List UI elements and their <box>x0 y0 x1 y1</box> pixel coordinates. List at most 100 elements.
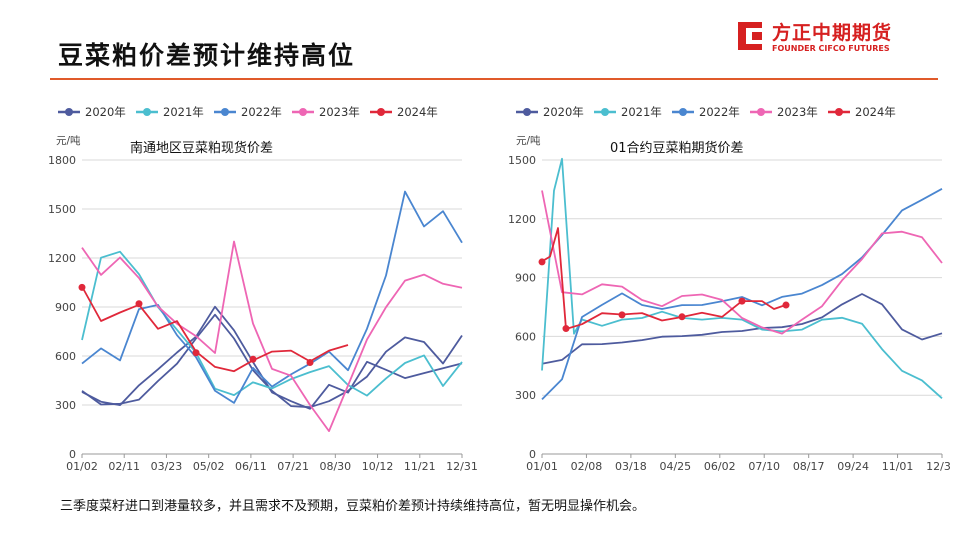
series-line-2024 <box>541 227 787 330</box>
legend-marker <box>65 108 73 116</box>
series-line-2024 <box>81 286 349 373</box>
legend-marker <box>835 108 843 116</box>
y-tick-label: 1500 <box>508 154 536 167</box>
y-tick-label: 300 <box>55 399 76 412</box>
page-title: 豆菜粕价差预计维持高位 <box>58 41 356 70</box>
series-point-2024 <box>192 349 200 357</box>
legend-item-2024: 2024年 <box>828 105 896 119</box>
legend-item-2023: 2023年 <box>292 105 360 119</box>
legend-label: 2023年 <box>319 105 360 119</box>
series-point-2024 <box>782 301 790 309</box>
brand-name-en: FOUNDER CIFCO FUTURES <box>772 44 890 53</box>
series-line-2020 <box>81 313 463 409</box>
y-tick-label: 600 <box>55 350 76 363</box>
x-tick-label: 06/02 <box>704 460 736 473</box>
series-point-2024 <box>306 359 314 367</box>
x-tick-label: 02/08 <box>571 460 603 473</box>
legend-label: 2021年 <box>163 105 204 119</box>
series-point-2024 <box>562 325 570 333</box>
y-unit-label: 元/吨 <box>516 134 541 147</box>
series-point-2024 <box>78 283 86 291</box>
x-tick-label: 10/12 <box>362 460 394 473</box>
series-line-2023 <box>541 190 943 335</box>
x-tick-label: 07/10 <box>748 460 780 473</box>
legend-label: 2020年 <box>85 105 126 119</box>
x-tick-label: 03/23 <box>151 460 183 473</box>
legend-item-2022: 2022年 <box>672 105 740 119</box>
legend-marker <box>679 108 687 116</box>
series-line-2022 <box>541 188 943 401</box>
legend-item-2023: 2023年 <box>750 105 818 119</box>
x-tick-label: 05/02 <box>193 460 225 473</box>
series-point-2024 <box>678 313 686 321</box>
series-line-2020 <box>81 305 463 410</box>
legend-label: 2023年 <box>777 105 818 119</box>
legend-label: 2024年 <box>855 105 896 119</box>
title-divider <box>50 78 938 80</box>
series-point-2024 <box>738 297 746 305</box>
brand-name-cn: 方正中期期货 <box>772 22 893 44</box>
x-tick-label: 02/11 <box>108 460 140 473</box>
legend-item-2024: 2024年 <box>370 105 438 119</box>
series-line-2022 <box>81 190 463 404</box>
y-unit-label: 元/吨 <box>56 134 81 147</box>
y-tick-label: 300 <box>515 389 536 402</box>
legend-marker <box>523 108 531 116</box>
x-tick-label: 11/21 <box>404 460 436 473</box>
series-point-2024 <box>135 300 143 308</box>
series-point-2024 <box>618 311 626 319</box>
series-point-2024 <box>538 258 546 266</box>
legend-marker <box>601 108 609 116</box>
y-tick-label: 0 <box>69 448 76 461</box>
legend-label: 2024年 <box>397 105 438 119</box>
legend-label: 2022年 <box>241 105 282 119</box>
series-line-2021 <box>81 250 463 397</box>
y-tick-label: 1800 <box>48 154 76 167</box>
x-tick-label: 08/17 <box>793 460 825 473</box>
x-tick-label: 11/01 <box>882 460 914 473</box>
series-line-2023 <box>81 240 463 433</box>
legend-marker <box>757 108 765 116</box>
series-line-2021 <box>541 157 943 399</box>
spot-spread-chart: 2020年 2021年 2022年 2023年 2024年元/吨 南通地区豆菜粕现货价差 0… <box>38 98 478 478</box>
legend-item-2020: 2020年 <box>58 105 126 119</box>
x-tick-label: 01/01 <box>526 460 558 473</box>
x-tick-label: 03/18 <box>615 460 647 473</box>
futures-spread-chart: 2020年 2021年 2022年 2023年 2024年元/吨 01合约豆菜粕期货价差 0… <box>500 98 950 478</box>
legend-label: 2020年 <box>543 105 584 119</box>
legend-marker <box>221 108 229 116</box>
legend-marker <box>299 108 307 116</box>
legend-item-2020: 2020年 <box>516 105 584 119</box>
y-tick-label: 0 <box>529 448 536 461</box>
y-tick-label: 1500 <box>48 203 76 216</box>
y-tick-label: 900 <box>55 301 76 314</box>
series-line-2020 <box>541 293 943 365</box>
footer-note: 三季度菜籽进口到港量较多，并且需求不及预期，豆菜粕价差预计持续维持高位，暂无明显… <box>60 499 646 514</box>
chart-title: 南通地区豆菜粕现货价差 <box>130 140 273 156</box>
x-tick-label: 12/31 <box>446 460 478 473</box>
x-tick-label: 12/31 <box>926 460 950 473</box>
legend-label: 2021年 <box>621 105 662 119</box>
x-tick-label: 08/30 <box>319 460 351 473</box>
x-tick-label: 09/24 <box>837 460 869 473</box>
brand-logo: 方正中期期货 FOUNDER CIFCO FUTURES <box>732 18 902 58</box>
chart-title: 01合约豆菜粕期货价差 <box>610 140 744 156</box>
legend-item-2022: 2022年 <box>214 105 282 119</box>
x-tick-label: 07/21 <box>277 460 309 473</box>
legend-label: 2022年 <box>699 105 740 119</box>
x-tick-label: 06/11 <box>235 460 267 473</box>
y-tick-label: 600 <box>515 330 536 343</box>
legend-marker <box>143 108 151 116</box>
x-tick-label: 04/25 <box>659 460 691 473</box>
y-tick-label: 900 <box>515 272 536 285</box>
legend-marker <box>377 108 385 116</box>
legend-item-2021: 2021年 <box>594 105 662 119</box>
y-tick-label: 1200 <box>48 252 76 265</box>
brand-mark-icon <box>738 22 762 50</box>
series-point-2024 <box>249 355 257 363</box>
legend-item-2021: 2021年 <box>136 105 204 119</box>
y-tick-label: 1200 <box>508 213 536 226</box>
x-tick-label: 01/02 <box>66 460 98 473</box>
